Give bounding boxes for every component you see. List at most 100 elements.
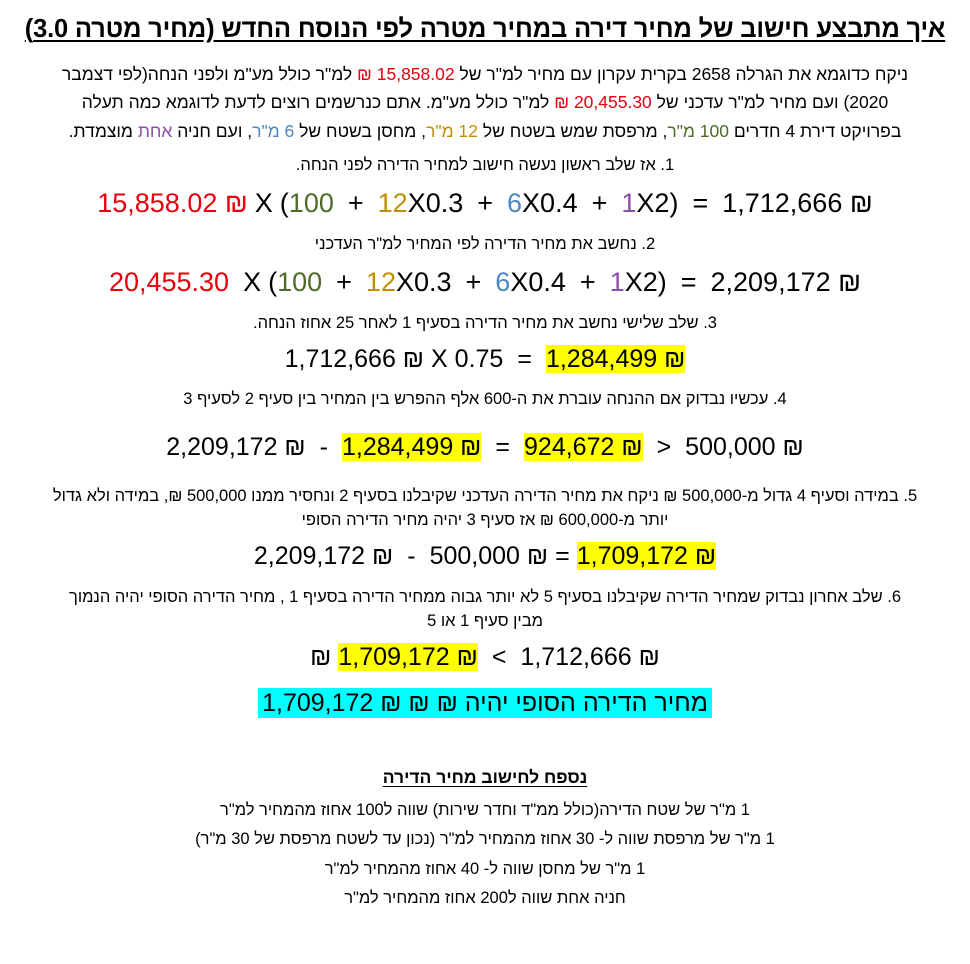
f2-price: 20,455.30 (108, 266, 230, 297)
step-2-text: 2. נחשב את מחיר הדירה לפי המחיר למ"ר העד… (20, 232, 950, 257)
step-6-description: שלב אחרון נבדוק שמחיר הדירה שקיבלנו בסעי… (69, 587, 883, 631)
f2-storage-factor: X0.4 (510, 266, 566, 297)
f6-b: 1,712,666 ₪ (520, 643, 660, 672)
step-3: 3. שלב שלישי נחשב את מחיר הדירה בסעיף 1 … (20, 311, 950, 377)
f4-a: 2,209,172 ₪ (166, 433, 306, 462)
appendix-line-storage: 1 מ"ר של מחסן שווה ל- 40 אחוז מהמחיר למ"… (324, 859, 646, 878)
step-2-description: נחשב את מחיר הדירה לפי המחיר למ"ר העדכני (314, 234, 637, 253)
parking-count-value: אחת (137, 120, 173, 141)
step-1-description: אז שלב ראשון נעשה חישוב למחיר הדירה לפני… (295, 155, 656, 174)
f1-parking: 1 (621, 187, 637, 218)
step-6-formula: ₪ 1,709,172 ₪ <1,712,666 ₪ (20, 640, 950, 676)
f6-a: 1,709,172 ₪ (338, 643, 478, 672)
calculation-steps: 1. אז שלב ראשון נעשה חישוב למחיר הדירה ל… (20, 153, 950, 676)
f2-plus-2: + (465, 266, 482, 297)
f2-balcony: 12 (365, 266, 396, 297)
intro-text-e: , מחסן בשטח של (294, 120, 427, 141)
f6-currency: ₪ (310, 643, 332, 672)
step-3-number: 3. (703, 314, 717, 333)
appendix-title: נספח לחישוב מחיר הדירה (382, 766, 588, 787)
page-title-text: איך מתבצע חישוב של מחיר דירה במחיר מטרה … (24, 15, 946, 43)
f4-b: 1,284,499 ₪ (342, 433, 482, 462)
f2-parking-factor: X2 (624, 266, 658, 297)
f3-mult: X 0.75 (431, 344, 504, 373)
f1-close-paren: ) (669, 187, 679, 218)
page-title: איך מתבצע חישוב של מחיר דירה במחיר מטרה … (20, 14, 950, 46)
intro-paragraph: ניקח כדוגמא את הגרלה 2658 בקרית עקרון עם… (58, 60, 912, 145)
f2-equals: = (680, 266, 697, 297)
step-4: 4. עכשיו נבדוק אם ההנחה עוברת את ה-600 א… (20, 387, 950, 465)
intro-text-b: למ"ר כולל מע"מ ולפני הנחה(לפי דצמבר 2020… (61, 63, 889, 113)
step-2-number: 2. (641, 234, 656, 253)
f1-equals: = (692, 187, 709, 218)
f2-plus-1: + (336, 266, 352, 297)
f1-balcony: 12 (377, 187, 408, 218)
step-5-number: 5. (903, 486, 918, 505)
apartment-area-value: 100 מ"ר (667, 120, 729, 141)
price-per-sqm-updated: 20,455.30 ₪ (554, 92, 652, 113)
f2-storage: 6 (495, 266, 511, 297)
f2-result: 2,209,172 ₪ (710, 266, 862, 297)
f5-result: 1,709,172 ₪ (576, 542, 717, 571)
intro-text-a: ניקח כדוגמא את הגרלה 2658 בקרית עקרון עם… (454, 63, 909, 84)
f6-compare: < (491, 643, 507, 672)
step-3-description: שלב שלישי נחשב את מחיר הדירה בסעיף 1 לאח… (253, 314, 699, 333)
intro-text-d: , מרפסת שמש בשטח של (477, 120, 668, 141)
intro-text-g: מוצמדת. (68, 120, 138, 141)
f4-compare: > (656, 433, 672, 462)
f1-plus-2: + (477, 187, 494, 218)
f5-equals: = (555, 542, 570, 571)
step-4-number: 4. (772, 390, 787, 409)
f3-equals: = (517, 344, 532, 373)
final-price-text: מחיר הדירה הסופי יהיה ₪ ₪ ₪ 1,709,172 (258, 687, 712, 718)
appendix-line-apartment: 1 מ"ר של שטח הדירה(כולל ממ"ד וחדר שירות)… (220, 800, 750, 819)
f2-close-paren: ) (657, 266, 667, 297)
intro-text-c: למ"ר כולל מע"מ. אתם כנרשמים רוצים לדעת ל… (81, 92, 902, 141)
f1-price: 15,858.02 ₪ (97, 187, 248, 218)
f4-result: 924,672 ₪ (524, 433, 643, 462)
f1-parking-factor: X2 (636, 187, 670, 218)
balcony-area-value: 12 מ"ר (426, 120, 478, 141)
step-6: 6. שלב אחרון נבדוק שמחיר הדירה שקיבלנו ב… (20, 585, 950, 676)
step-2-formula: 20,455.30 X (100 +12X0.3 +6X0.4 +1X2) = 2,209,1… (20, 263, 950, 301)
f5-a: 2,209,172 ₪ (253, 542, 394, 571)
step-5-text: 5. במידה וסעיף 4 גדול מ-500,000 ₪ ניקח א… (20, 484, 950, 534)
step-4-text: 4. עכשיו נבדוק אם ההנחה עוברת את ה-600 א… (20, 387, 950, 412)
f1-balcony-factor: X0.3 (407, 187, 464, 218)
f1-storage-factor: X0.4 (522, 187, 578, 218)
f1-open-paren: ( (279, 187, 289, 218)
f1-plus-1: + (347, 187, 364, 218)
step-5-description: במידה וסעיף 4 גדול מ-500,000 ₪ ניקח את מ… (52, 486, 899, 530)
f5-b: 500,000 ₪ (429, 542, 549, 571)
f2-plus-3: + (579, 266, 596, 297)
f2-mult: X (243, 266, 262, 297)
step-3-formula: 1,712,666 ₪ X 0.75 = 1,284,499 ₪ (20, 342, 950, 378)
f2-area: 100 (277, 266, 323, 297)
f4-equals: = (495, 433, 511, 462)
step-5-formula: 2,209,172 ₪ -500,000 ₪ = 1,709,172 ₪ (20, 539, 950, 575)
f2-open-paren: ( (268, 266, 278, 297)
storage-area-value: 6 מ"ר (252, 120, 295, 141)
price-per-sqm-base: 15,858.02 ₪ (357, 63, 455, 84)
f2-balcony-factor: X0.3 (395, 266, 452, 297)
f2-parking: 1 (609, 266, 625, 297)
step-1-number: 1. (660, 155, 675, 174)
step-1-formula: 15,858.02 ₪ X (100 +12X0.3 +6X0.4 +1X2) = 1,712… (20, 184, 950, 222)
appendix-line-parking: חניה אחת שווה ל200 אחוז מהמחיר למ"ר (344, 889, 626, 908)
step-1-text: 1. אז שלב ראשון נעשה חישוב למחיר הדירה ל… (20, 153, 950, 178)
f1-result: 1,712,666 ₪ (722, 187, 873, 218)
step-6-text: 6. שלב אחרון נבדוק שמחיר הדירה שקיבלנו ב… (20, 585, 950, 635)
f1-area: 100 (288, 187, 334, 218)
f4-minus: - (319, 433, 328, 462)
final-price-statement: מחיר הדירה הסופי יהיה ₪ ₪ ₪ 1,709,172 (20, 686, 950, 721)
intro-text-f: , ועם חניה (172, 120, 253, 141)
step-1: 1. אז שלב ראשון נעשה חישוב למחיר הדירה ל… (20, 153, 950, 222)
f5-minus: - (407, 542, 416, 571)
step-5: 5. במידה וסעיף 4 גדול מ-500,000 ₪ ניקח א… (20, 476, 950, 575)
step-4-formula: 2,209,172 ₪ -1,284,499 ₪ = 924,672 ₪ >500,00… (20, 430, 950, 466)
step-3-text: 3. שלב שלישי נחשב את מחיר הדירה בסעיף 1 … (20, 311, 950, 336)
appendix-line-balcony: 1 מ"ר של מרפסת שווה ל- 30 אחוז מהמחיר למ… (195, 830, 775, 849)
step-2: 2. נחשב את מחיר הדירה לפי המחיר למ"ר העד… (20, 232, 950, 301)
f3-left: 1,712,666 ₪ (284, 344, 425, 373)
